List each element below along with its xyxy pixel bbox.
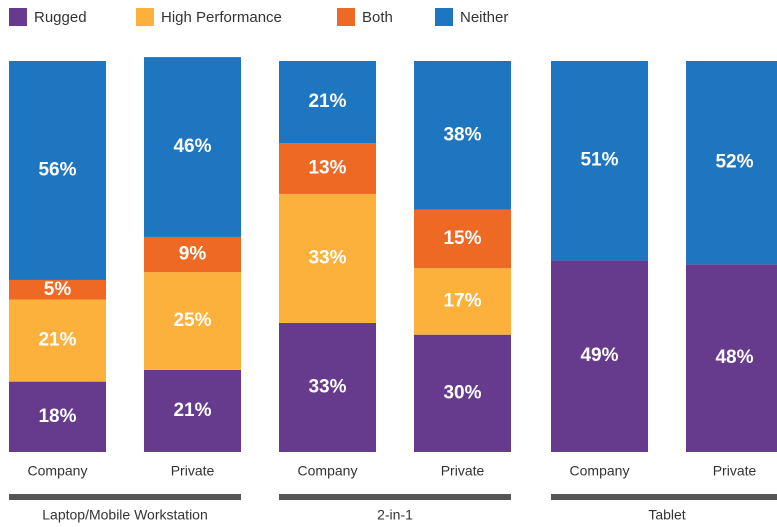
bar-segment — [144, 236, 241, 273]
value-label: 30% — [443, 382, 481, 403]
value-label: 52% — [715, 152, 753, 173]
bar-segment — [279, 143, 376, 194]
value-label: 25% — [173, 310, 211, 331]
legend-label: Rugged — [34, 9, 87, 26]
value-label: 49% — [580, 345, 618, 366]
bar-segment — [144, 272, 241, 370]
legend-label: Both — [362, 9, 393, 26]
group-bracket — [279, 494, 511, 500]
bar-segment — [9, 381, 106, 452]
bar-segment — [686, 264, 777, 452]
value-label: 13% — [308, 158, 346, 179]
value-label: 51% — [580, 150, 618, 171]
category-label: Private — [441, 463, 485, 479]
category-label: Private — [713, 463, 757, 479]
value-label: 9% — [179, 244, 207, 265]
bar-segment — [414, 209, 511, 269]
legend-label: Neither — [460, 9, 508, 26]
group-bracket — [9, 494, 241, 500]
bar-segment — [9, 61, 106, 280]
value-label: 46% — [173, 136, 211, 157]
value-label: 48% — [715, 347, 753, 368]
value-label: 21% — [173, 400, 211, 421]
value-label: 56% — [38, 159, 76, 180]
value-label: 21% — [308, 91, 346, 112]
group-label: 2-in-1 — [377, 507, 413, 523]
bar-segment — [279, 193, 376, 323]
bar-segment — [144, 369, 241, 452]
group-label: Tablet — [648, 507, 685, 523]
legend-swatch — [136, 8, 154, 26]
value-label: 17% — [443, 290, 481, 311]
bar-segment — [551, 61, 648, 261]
legend-label: High Performance — [161, 9, 282, 26]
bar-segment — [414, 61, 511, 210]
category-label: Company — [28, 463, 88, 479]
value-label: 15% — [443, 228, 481, 249]
bar-segment — [414, 268, 511, 335]
bar-segment — [686, 61, 777, 265]
legend-swatch — [337, 8, 355, 26]
category-label: Company — [298, 463, 358, 479]
bar-segment — [551, 260, 648, 452]
category-label: Private — [171, 463, 215, 479]
bar-segment — [9, 299, 106, 382]
value-label: 5% — [44, 279, 72, 300]
value-label: 18% — [38, 406, 76, 427]
bar-segment — [279, 322, 376, 452]
legend-swatch — [9, 8, 27, 26]
bar-segment — [279, 61, 376, 144]
category-label: Company — [570, 463, 630, 479]
value-label: 21% — [38, 330, 76, 351]
group-bracket — [551, 494, 777, 500]
bar-segment — [9, 279, 106, 300]
value-label: 33% — [308, 377, 346, 398]
bar-segment — [414, 334, 511, 452]
legend-swatch — [435, 8, 453, 26]
group-label: Laptop/Mobile Workstation — [42, 507, 208, 523]
bar-segment — [144, 57, 241, 237]
value-label: 38% — [443, 124, 481, 145]
value-label: 33% — [308, 247, 346, 268]
